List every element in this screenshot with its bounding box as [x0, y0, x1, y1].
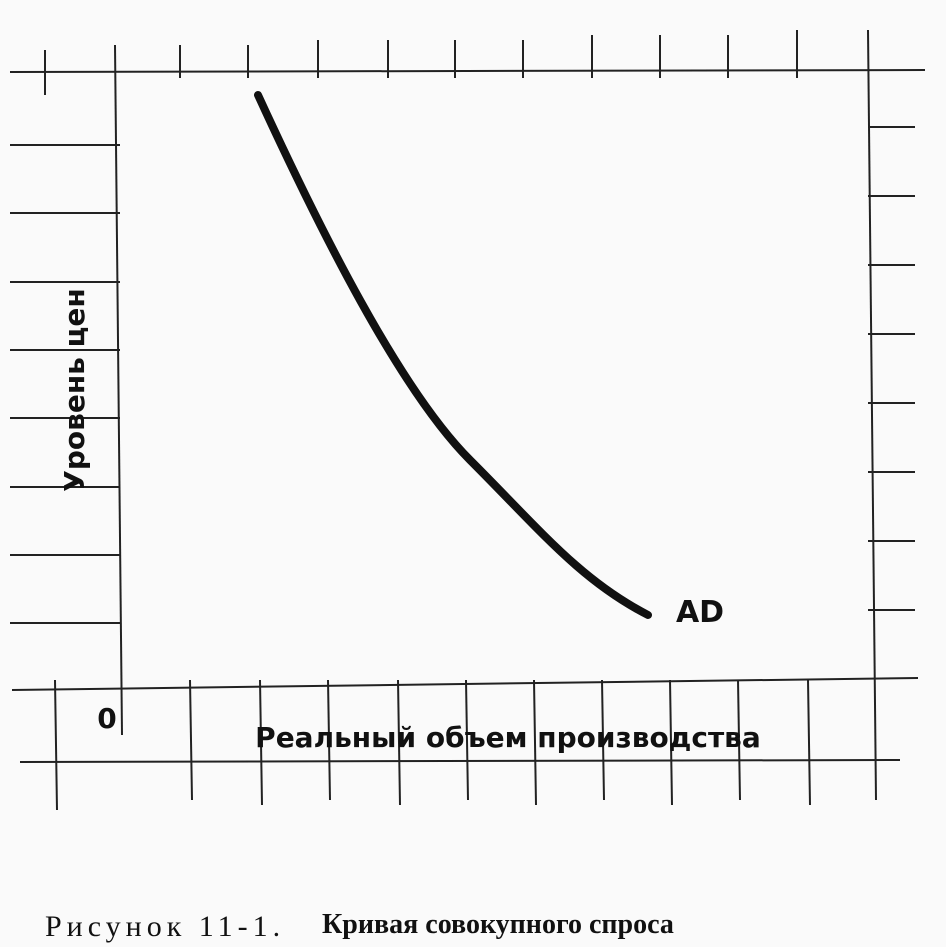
tick: [259, 679, 263, 806]
tick: [669, 679, 673, 806]
grid: [9, 29, 926, 811]
frame-top: [9, 69, 926, 73]
tick: [397, 679, 401, 806]
tick: [327, 679, 331, 801]
tick: [737, 679, 741, 801]
caption-title: Кривая совокупного спроса: [322, 909, 674, 940]
tick: [54, 679, 58, 811]
x-axis: [11, 677, 919, 691]
frame-bottom: [19, 759, 901, 763]
tick: [533, 679, 537, 806]
tick: [189, 679, 193, 801]
ad-curve: [254, 91, 652, 619]
origin-label: 0: [97, 702, 116, 735]
tick: [465, 679, 469, 801]
curve-label: AD: [676, 595, 724, 630]
tick: [601, 679, 605, 801]
x-axis-label: Реальный объем производства: [255, 721, 761, 754]
y-axis: [114, 44, 123, 736]
frame-right: [867, 29, 877, 801]
caption-number: Рисунок 11-1.: [45, 910, 285, 943]
y-axis-label: Уровень цен: [58, 288, 91, 491]
tick: [807, 679, 811, 806]
